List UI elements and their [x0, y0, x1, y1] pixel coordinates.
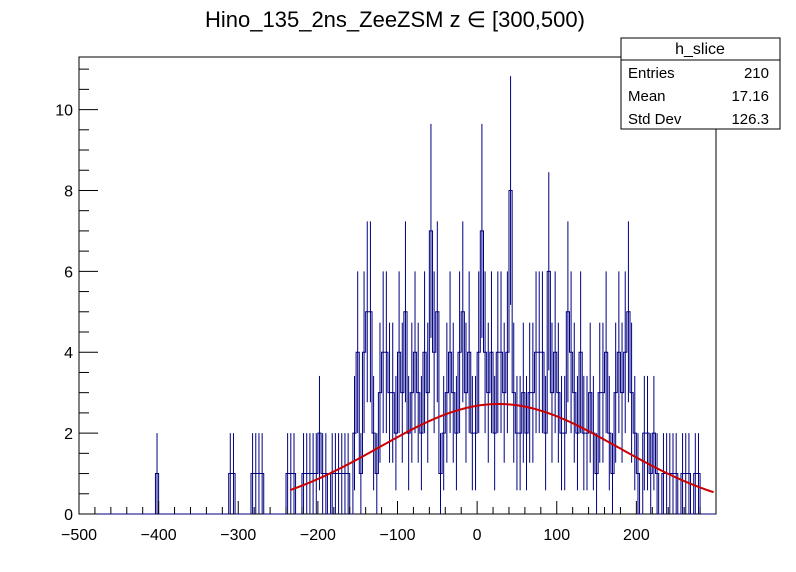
y-tick-label: 2 — [64, 426, 73, 443]
x-tick-label: 100 — [543, 527, 570, 544]
x-tick-label: −300 — [220, 527, 256, 544]
error-bars — [156, 76, 699, 514]
x-tick-label: 200 — [623, 527, 650, 544]
plot-frame — [78, 56, 717, 515]
x-tick-label: −400 — [141, 527, 177, 544]
stats-box-title: h_slice — [675, 41, 725, 58]
stats-stddev-value: 126.3 — [731, 111, 769, 128]
chart-title: Hino_135_2ns_ZeeZSM z ∈ [300,500) — [205, 7, 585, 32]
stats-mean-value: 17.16 — [731, 88, 769, 105]
y-axis: 0 2 4 6 8 10 — [55, 68, 98, 524]
stats-entries-value: 210 — [744, 65, 769, 82]
y-tick-label: 0 — [64, 507, 73, 524]
x-tick-label: −100 — [379, 527, 415, 544]
y-tick-label: 8 — [64, 183, 73, 200]
histogram-outline — [79, 189, 716, 515]
stats-stddev-label: Std Dev — [628, 111, 682, 128]
x-axis: −500 −400 −300 −200 −100 0 100 200 — [61, 501, 717, 544]
stats-box: h_slice Entries 210 Mean 17.16 Std Dev 1… — [620, 37, 781, 130]
y-tick-label: 6 — [64, 264, 73, 281]
y-tick-label: 10 — [55, 103, 73, 120]
y-tick-label: 4 — [64, 345, 73, 362]
x-tick-label: −500 — [61, 527, 97, 544]
stats-mean-label: Mean — [628, 88, 666, 105]
x-tick-label: −200 — [300, 527, 336, 544]
gaussian-fit-curve — [289, 402, 714, 494]
stats-box-frame — [620, 37, 781, 130]
x-tick-label: 0 — [473, 527, 482, 544]
stats-entries-label: Entries — [628, 65, 675, 82]
